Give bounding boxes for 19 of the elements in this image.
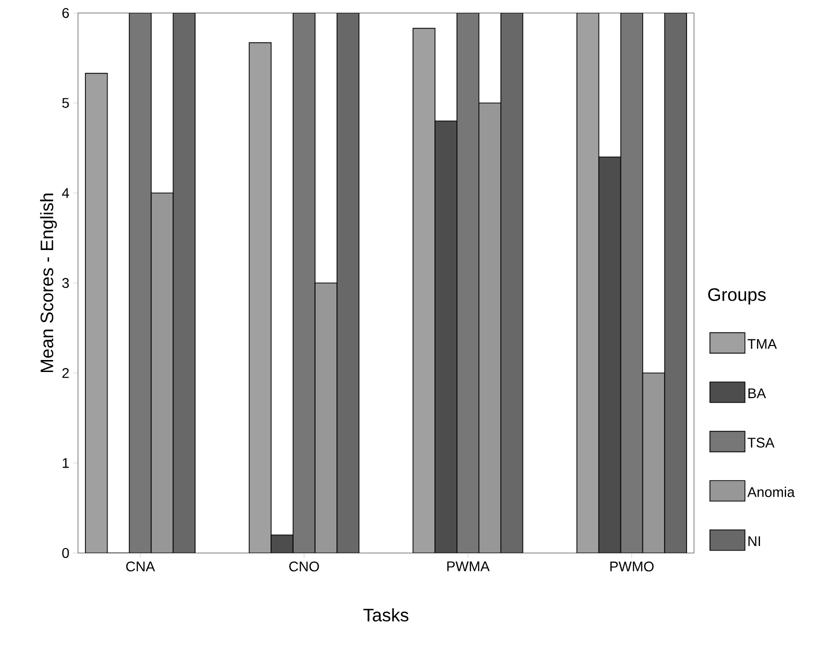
legend-label: TSA xyxy=(748,438,775,448)
legend-title: Groups xyxy=(708,288,766,305)
y-axis-title: Mean Scores - English xyxy=(40,194,57,372)
x-tick-label: CNO xyxy=(289,562,319,572)
y-tick-label: 2 xyxy=(62,368,69,378)
y-tick-label: 0 xyxy=(62,548,69,558)
y-tick-label: 6 xyxy=(62,8,69,18)
y-tick-label: 5 xyxy=(62,98,69,108)
x-tick-label: PWMA xyxy=(447,562,490,572)
y-tick-label: 3 xyxy=(62,278,69,288)
legend-label: TMA xyxy=(748,339,777,349)
x-tick-label: CNA xyxy=(126,562,156,572)
x-tick-label: PWMO xyxy=(610,562,654,572)
y-tick-label: 4 xyxy=(62,188,70,198)
y-tick-label: 1 xyxy=(62,458,69,468)
legend-label: BA xyxy=(748,388,766,398)
x-axis-title: Tasks xyxy=(363,608,408,622)
legend-label: Anomia xyxy=(747,486,795,498)
legend-label: NI xyxy=(748,536,760,546)
